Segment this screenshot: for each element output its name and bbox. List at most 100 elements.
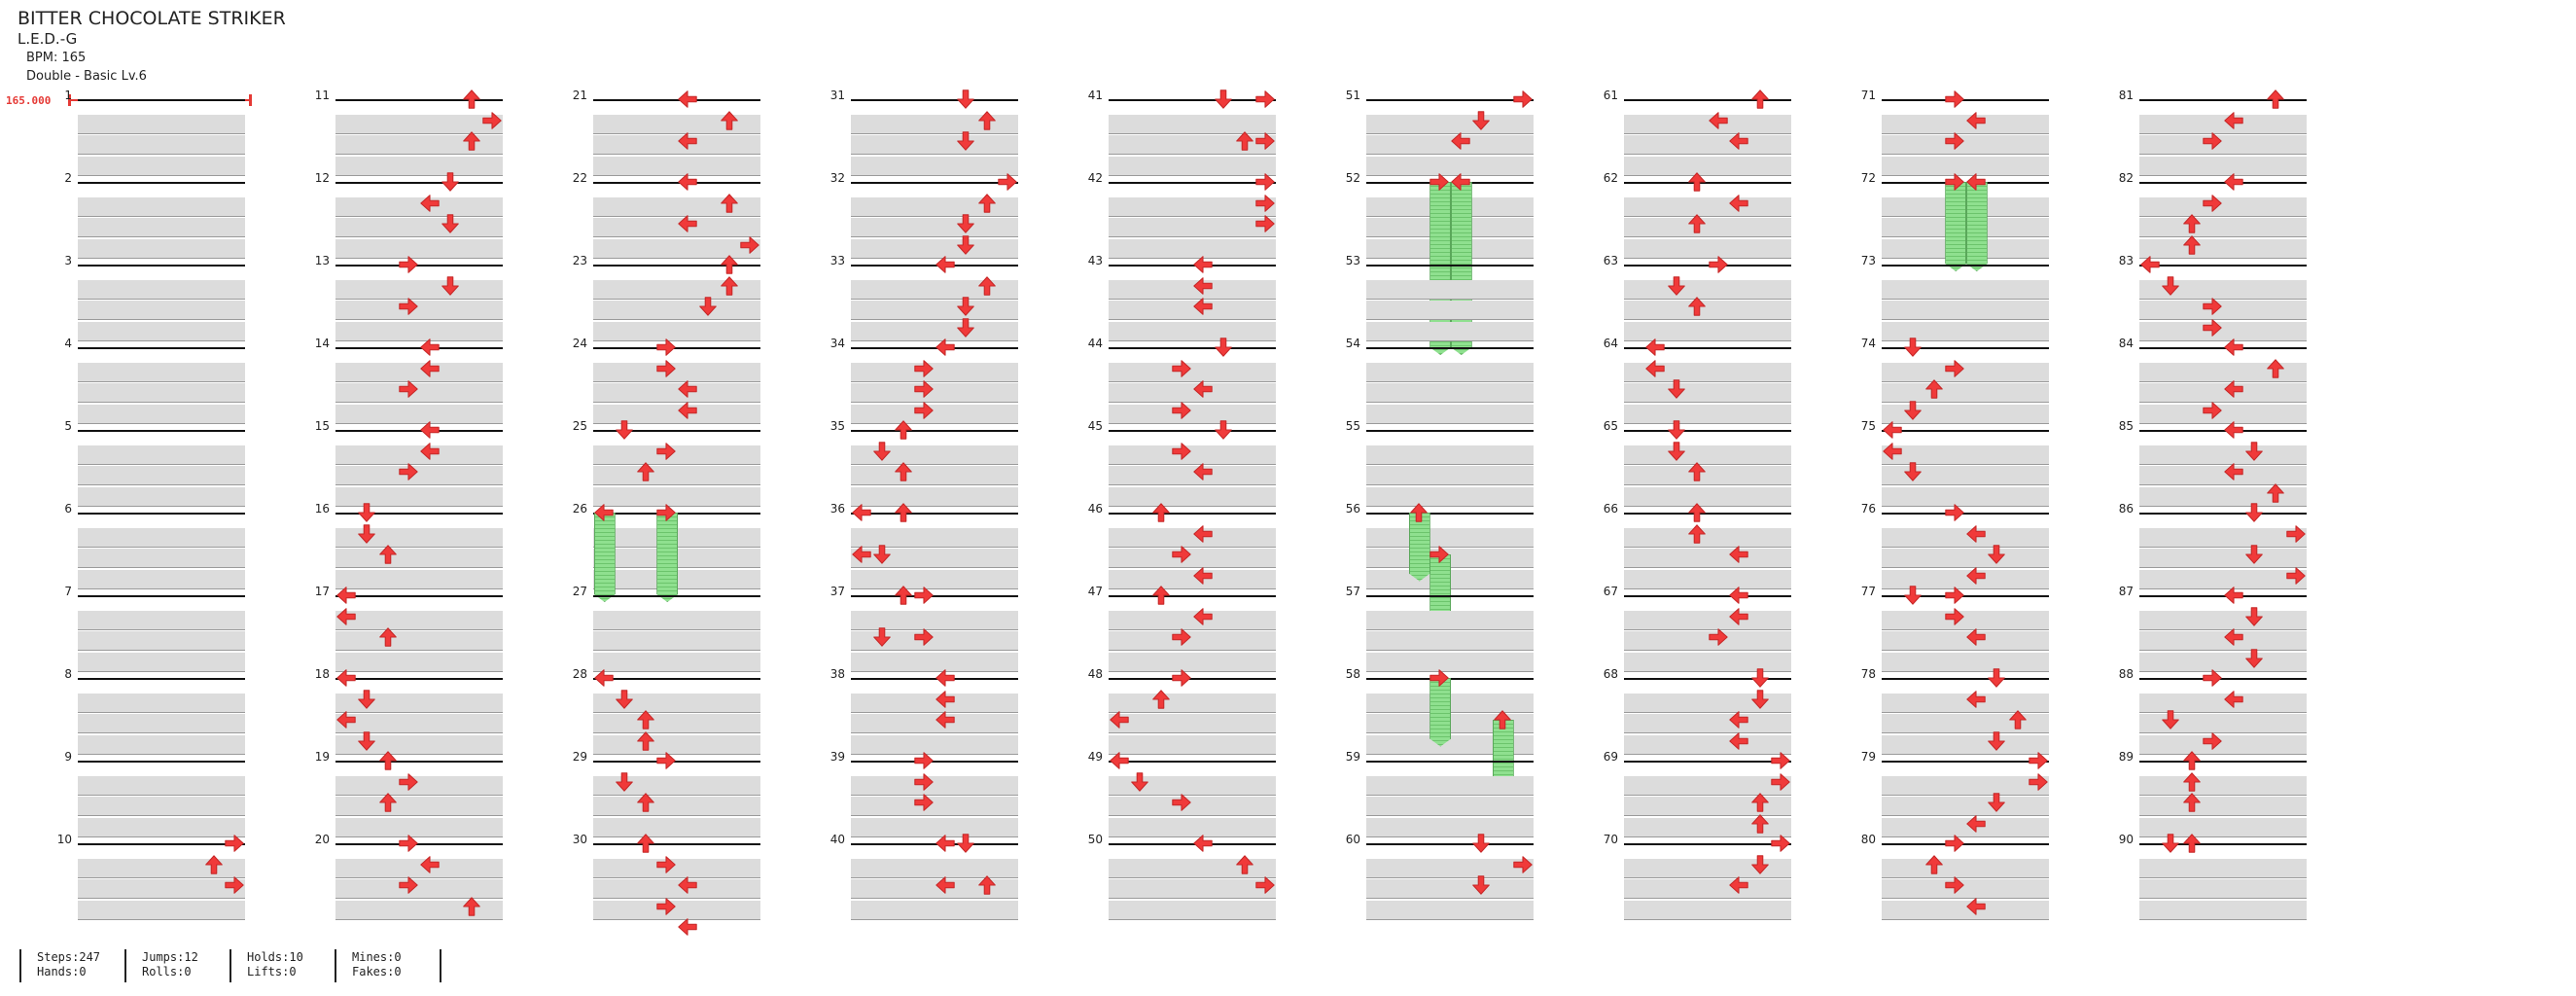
step-arrow: [1688, 214, 1707, 233]
measure-number: 66: [1603, 502, 1618, 516]
beat-stripe: [335, 631, 503, 651]
stat-group-holds: Holds:10 Lifts:0: [229, 949, 335, 982]
step-arrow: [977, 275, 996, 296]
beat-stripe: [851, 900, 1018, 920]
beat-stripe: [1624, 238, 1791, 259]
step-arrow: [2224, 338, 2243, 356]
beat-stripe: [78, 900, 245, 920]
step-arrow: [935, 690, 955, 708]
measure-number: 54: [1345, 337, 1360, 350]
measure-line: [851, 595, 1018, 597]
beat-stripe: [2139, 445, 2307, 465]
step-arrow: [1151, 503, 1170, 522]
beat-stripe: [593, 301, 760, 320]
beat-stripe: [1109, 631, 1276, 651]
beat-stripe: [1366, 817, 1534, 837]
beat-stripe: [1882, 734, 2049, 755]
step-arrow: [935, 669, 955, 687]
beat-stripe: [78, 279, 245, 300]
stat-group-jumps: Jumps:12 Rolls:0: [124, 949, 229, 982]
beat-stripe: [2139, 610, 2307, 630]
measure-number: 52: [1345, 171, 1360, 185]
beat-stripe: [2139, 879, 2307, 899]
step-arrow: [656, 855, 676, 873]
beat-stripe: [1624, 693, 1791, 713]
beat-stripe: [593, 797, 760, 816]
beat-stripe: [1109, 196, 1276, 217]
beat-stripe: [1624, 879, 1791, 899]
step-arrow: [2245, 503, 2264, 522]
beat-stripe: [1109, 486, 1276, 507]
beat-stripe: [2139, 466, 2307, 485]
beat-stripe: [1624, 714, 1791, 733]
step-arrow: [1215, 89, 1233, 109]
beat-stripe: [1624, 569, 1791, 589]
beat-stripe: [78, 404, 245, 424]
step-arrow: [336, 607, 356, 625]
beat-stripe: [335, 693, 503, 713]
beat-stripe: [78, 486, 245, 507]
beat-stripe: [335, 218, 503, 237]
step-arrow: [2162, 710, 2180, 729]
beat-stripe: [593, 466, 760, 485]
step-arrow: [616, 689, 634, 709]
measure-line: [1882, 99, 2049, 101]
measure-line: [335, 513, 503, 515]
step-arrow: [1750, 689, 1769, 709]
measure-number: 75: [1860, 419, 1876, 433]
beat-stripe: [1624, 196, 1791, 217]
measure-line: [1624, 761, 1791, 763]
step-arrow: [1988, 668, 2006, 688]
measure-line: [851, 182, 1018, 184]
step-arrow: [399, 835, 418, 852]
step-arrow: [378, 793, 397, 812]
measure-line: [1882, 430, 2049, 432]
measure-line: [335, 678, 503, 680]
beat-stripe: [1366, 135, 1534, 155]
step-arrow: [1945, 607, 1964, 625]
beat-stripe: [851, 114, 1018, 134]
measure-line: [78, 182, 245, 184]
measure-line: [335, 843, 503, 845]
step-arrow: [852, 504, 871, 521]
step-arrow: [462, 896, 480, 916]
beat-stripe: [2139, 714, 2307, 733]
beat-stripe: [335, 114, 503, 134]
beat-stripe: [1882, 114, 2049, 134]
beat-stripe: [593, 817, 760, 837]
step-arrow: [678, 173, 697, 191]
step-arrow: [2245, 545, 2264, 564]
beat-stripe: [1624, 549, 1791, 568]
stat-hands: Hands:0: [37, 965, 87, 978]
beat-stripe: [1366, 652, 1534, 672]
step-arrow: [1235, 131, 1253, 151]
beat-stripe: [593, 362, 760, 382]
beat-stripe: [1366, 486, 1534, 507]
beat-stripe: [1624, 466, 1791, 485]
beat-stripe: [1624, 858, 1791, 878]
beat-stripe: [1366, 797, 1534, 816]
beat-stripe: [1624, 114, 1791, 134]
beat-stripe: [593, 156, 760, 176]
step-arrow: [2224, 587, 2243, 604]
step-arrow: [1193, 380, 1213, 398]
step-arrow: [1988, 730, 2006, 751]
measure-number: 60: [1345, 833, 1360, 846]
beat-stripe: [78, 301, 245, 320]
beat-stripe: [593, 652, 760, 672]
step-arrow: [1193, 524, 1213, 543]
step-arrow: [1172, 546, 1191, 563]
step-arrow: [998, 173, 1017, 191]
beat-stripe: [593, 279, 760, 300]
step-arrow: [336, 711, 356, 729]
beat-stripe: [1109, 135, 1276, 155]
step-arrow: [1729, 587, 1748, 604]
beat-stripe: [78, 569, 245, 589]
measure-number: 61: [1603, 89, 1618, 102]
beat-stripe: [593, 900, 760, 920]
beat-stripe: [78, 218, 245, 237]
measure-line: [2139, 761, 2307, 763]
step-arrow: [1472, 110, 1491, 130]
step-arrow: [1945, 359, 1964, 377]
beat-stripe: [851, 362, 1018, 382]
